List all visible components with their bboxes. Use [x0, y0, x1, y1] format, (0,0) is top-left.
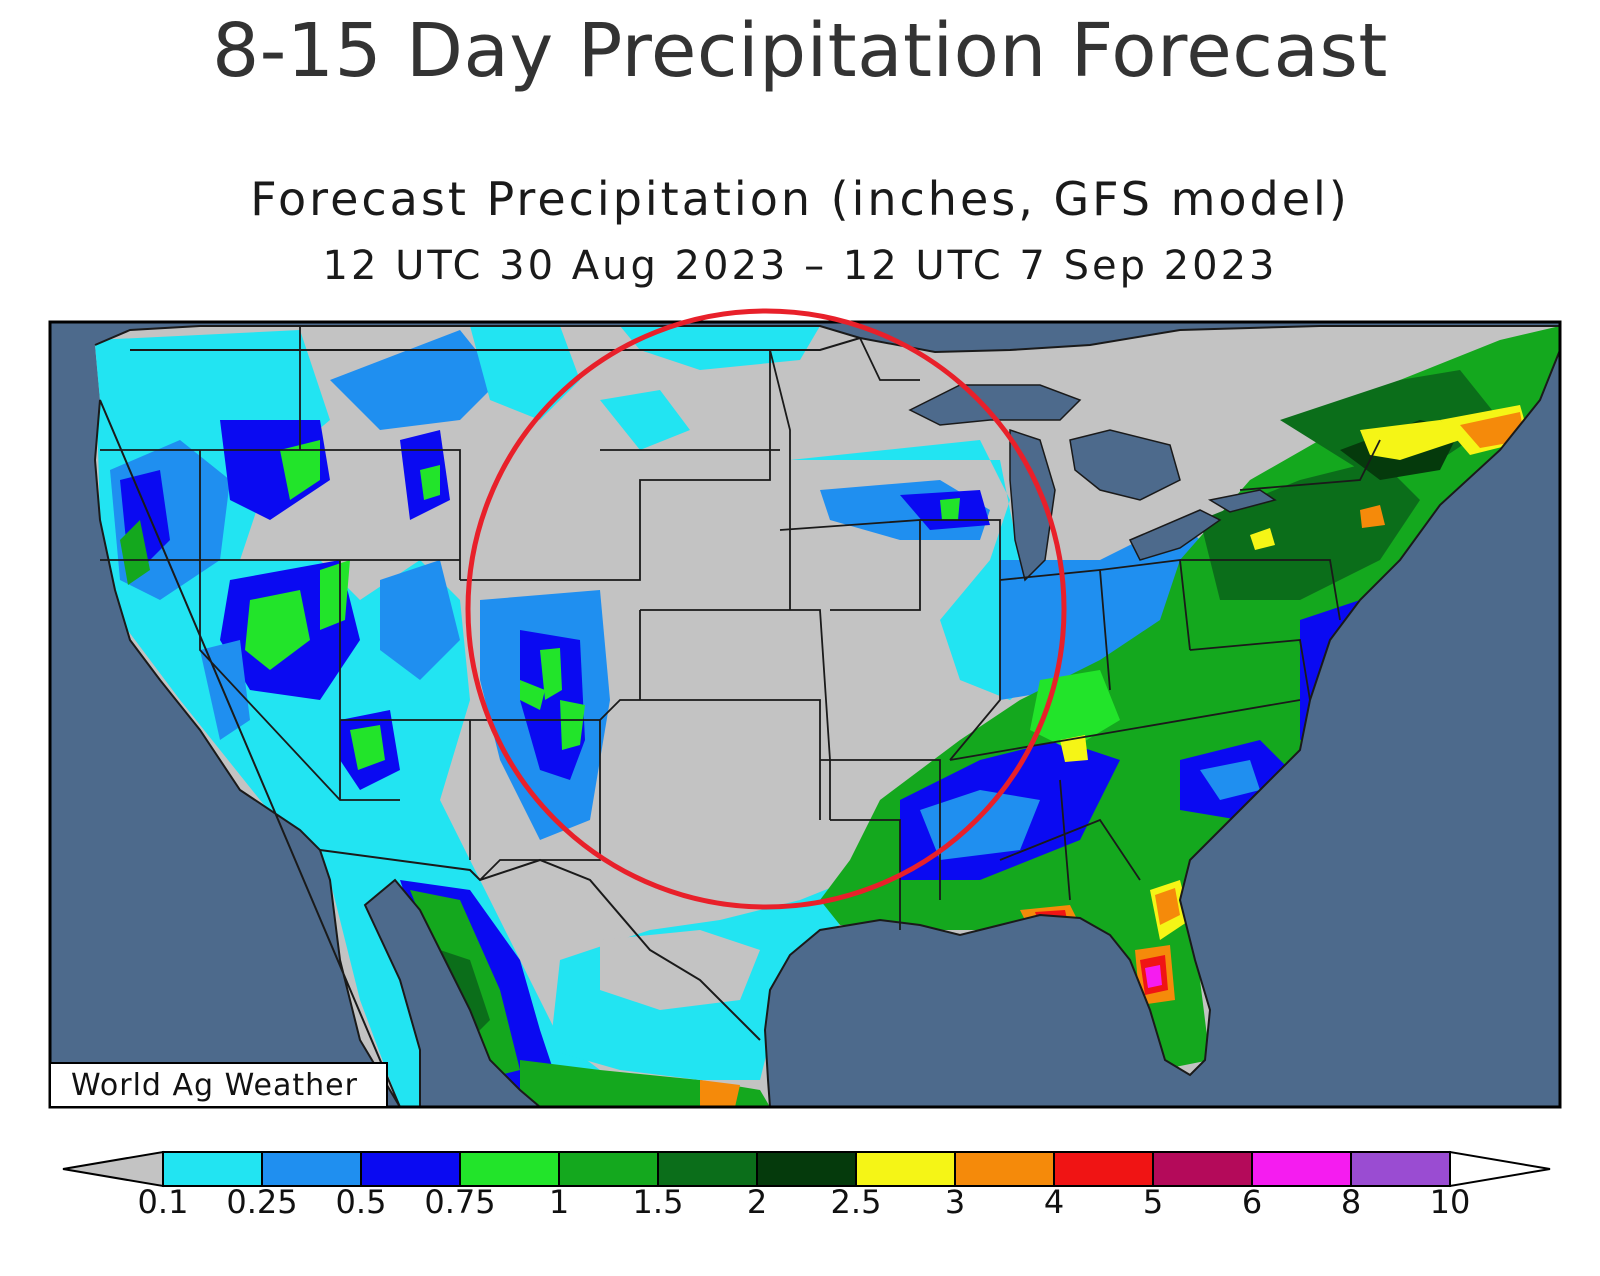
- legend-bin: [1152, 1151, 1253, 1187]
- legend-bin: [756, 1151, 857, 1187]
- legend-tick-label: 2.5: [830, 1183, 882, 1221]
- legend-bin: [657, 1151, 758, 1187]
- canada-border: [130, 337, 861, 351]
- legend-tick-label: 5: [1142, 1183, 1164, 1221]
- forecast-date-range: 12 UTC 30 Aug 2023 – 12 UTC 7 Sep 2023: [322, 243, 1278, 289]
- legend-colorbar: [62, 1150, 1551, 1188]
- coastline: [93, 325, 1560, 1107]
- highlight-circle: [465, 308, 1067, 910]
- legend-tick-label: 1: [548, 1183, 570, 1221]
- legend-tick-label: 2: [746, 1183, 768, 1221]
- precipitation-field: [95, 326, 1560, 1107]
- legend-over-arrow: [1449, 1150, 1551, 1188]
- page-title: 8-15 Day Precipitation Forecast: [212, 8, 1388, 94]
- legend-tick-label: 8: [1340, 1183, 1362, 1221]
- legend-bin: [855, 1151, 956, 1187]
- legend-tick-label: 0.5: [335, 1183, 387, 1221]
- legend-tick-label: 1.5: [632, 1183, 684, 1221]
- legend-tick-label: 0.25: [226, 1183, 298, 1221]
- legend-bin: [558, 1151, 659, 1187]
- legend-tick-label: 6: [1241, 1183, 1263, 1221]
- legend-bin: [1053, 1151, 1154, 1187]
- legend-tick-label: 4: [1043, 1183, 1065, 1221]
- legend-tick-label: 0.1: [137, 1183, 189, 1221]
- legend-bin: [1350, 1151, 1451, 1187]
- legend-tick-label: 3: [944, 1183, 966, 1221]
- great-lakes: [908, 384, 1277, 582]
- mexico-border: [319, 849, 761, 1041]
- credit-label: World Ag Weather: [51, 1062, 388, 1106]
- map-frame: [48, 320, 1562, 1109]
- legend-bin: [1251, 1151, 1352, 1187]
- legend-bin: [162, 1151, 263, 1187]
- legend-tick-label: 0.75: [424, 1183, 496, 1221]
- legend-tick-label: 10: [1429, 1183, 1471, 1221]
- legend-bin: [459, 1151, 560, 1187]
- legend-bin: [360, 1151, 461, 1187]
- legend-bin: [954, 1151, 1055, 1187]
- map-subtitle: Forecast Precipitation (inches, GFS mode…: [250, 172, 1350, 226]
- legend-under-arrow: [62, 1150, 164, 1188]
- legend-bin: [261, 1151, 362, 1187]
